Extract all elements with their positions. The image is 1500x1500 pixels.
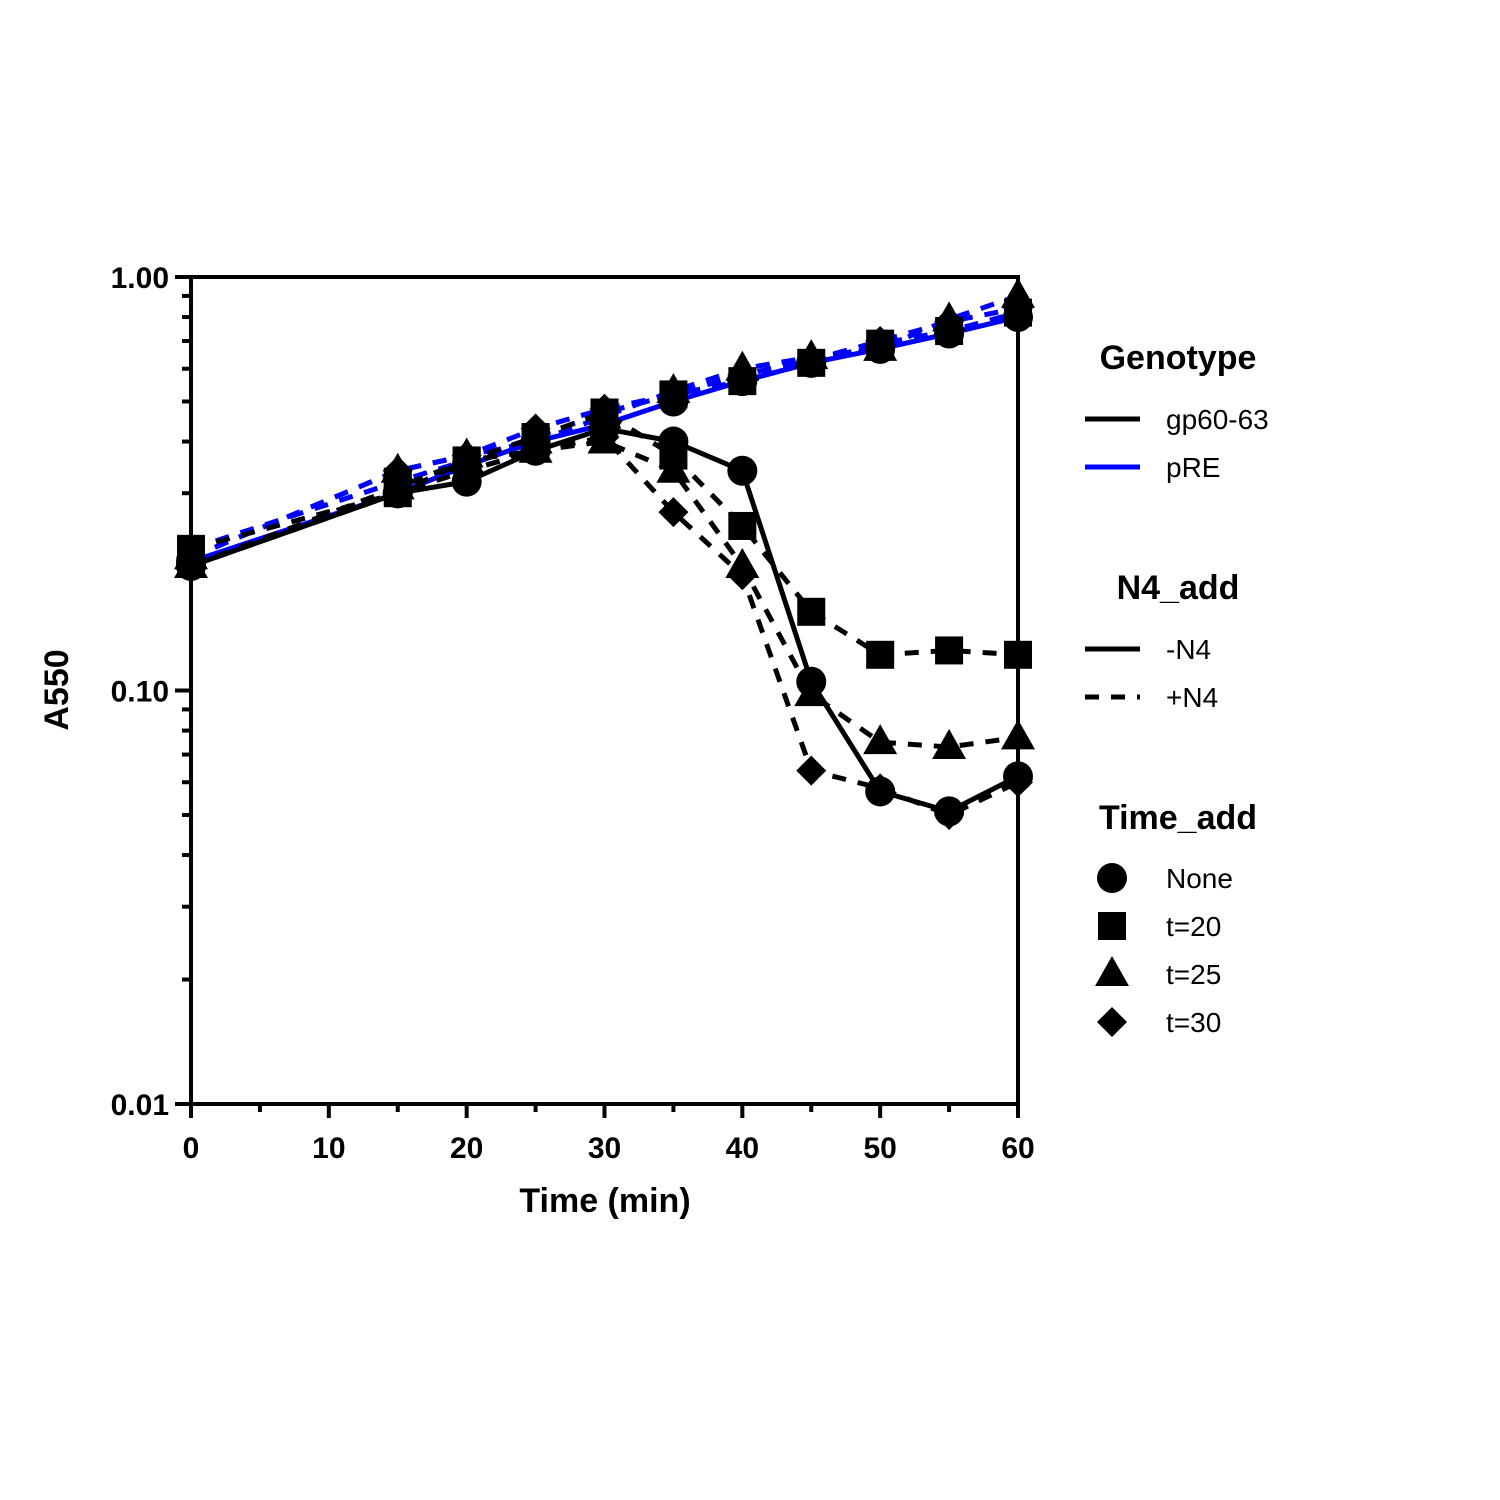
data-point-gp60-63-t-25-35 <box>656 452 691 483</box>
legend-label: -N4 <box>1166 634 1211 665</box>
data-point-gp60-63-None-40 <box>727 455 758 486</box>
series-line-gp60-63-t-25 <box>190 439 1019 750</box>
data-point-gp60-63-t-30-55 <box>934 799 965 830</box>
plot-markers <box>174 277 1035 830</box>
legend-title: N4_add <box>1117 569 1240 607</box>
x-tick-label: 20 <box>450 1132 483 1165</box>
data-point-gp60-63-t-30-45 <box>796 755 827 786</box>
data-point-pRE-t-30-45 <box>796 344 827 375</box>
data-point-gp60-63-t-30-40 <box>727 560 758 591</box>
y-tick-label: 0.01 <box>111 1089 169 1122</box>
data-point-gp60-63-t-20-40 <box>728 511 757 540</box>
legend-label: None <box>1166 863 1233 894</box>
series-line-gp60-63-t-30 <box>190 434 1020 818</box>
data-point-gp60-63-t-20-45 <box>797 597 826 626</box>
x-axis-title: Time (min) <box>519 1182 690 1220</box>
y-axis: 0.01 0.10 1.00 <box>111 262 191 1122</box>
data-point-gp60-63-t-20-55 <box>935 636 964 665</box>
data-point-pRE-t-30-55 <box>934 306 965 337</box>
legend-label: pRE <box>1166 452 1220 483</box>
data-point-gp60-63-t-20-50 <box>866 640 895 669</box>
legend-marker-triangle-icon <box>1095 956 1129 986</box>
x-tick-label: 30 <box>588 1132 621 1165</box>
legend-label: t=30 <box>1166 1007 1221 1038</box>
legend-label: t=20 <box>1166 911 1221 942</box>
legend-label: +N4 <box>1166 682 1218 713</box>
legend-marker-square-icon <box>1098 912 1126 940</box>
data-point-gp60-63-t-25-55 <box>932 729 967 760</box>
data-point-gp60-63-t-25-50 <box>863 724 898 755</box>
legend-label: t=25 <box>1166 959 1221 990</box>
data-point-pRE-t-30-35 <box>658 379 689 410</box>
legend-title: Time_add <box>1099 799 1257 837</box>
y-tick-label: 0.10 <box>111 676 169 709</box>
data-point-gp60-63-t-30-25 <box>520 435 551 466</box>
legend-marker-circle-icon <box>1097 863 1127 893</box>
x-tick-label: 60 <box>1001 1132 1034 1165</box>
data-point-gp60-63-t-20-30 <box>590 398 619 427</box>
x-tick-label: 10 <box>312 1132 345 1165</box>
data-point-gp60-63-t-30-50 <box>865 773 896 804</box>
y-axis-title: A550 <box>38 649 76 730</box>
x-tick-label: 0 <box>183 1132 200 1165</box>
data-point-pRE-t-30-40 <box>727 359 758 390</box>
data-point-gp60-63-t-25-45 <box>794 676 829 707</box>
legend-label: gp60-63 <box>1166 404 1269 435</box>
data-point-pRE-t-30-50 <box>865 326 896 357</box>
data-point-gp60-63-t-30-20 <box>451 455 482 486</box>
series-line-pRE-t-30 <box>190 305 1019 560</box>
legend-title: Genotype <box>1100 339 1257 377</box>
x-tick-label: 40 <box>726 1132 759 1165</box>
data-point-gp60-63-t-30-35 <box>658 497 689 528</box>
x-axis: 0 10 20 30 40 50 60 <box>183 1104 1035 1165</box>
y-tick-label: 1.00 <box>111 262 169 295</box>
plot-lines <box>190 293 1020 818</box>
x-tick-label: 50 <box>863 1132 896 1165</box>
legend: Genotype gp60-63 pRE N4_add -N4 +N4 Time_add No… <box>1085 339 1269 1038</box>
data-point-gp60-63-t-30-15 <box>382 478 413 509</box>
data-point-gp60-63-t-30-30 <box>589 422 620 453</box>
legend-marker-diamond-icon <box>1097 1007 1127 1037</box>
